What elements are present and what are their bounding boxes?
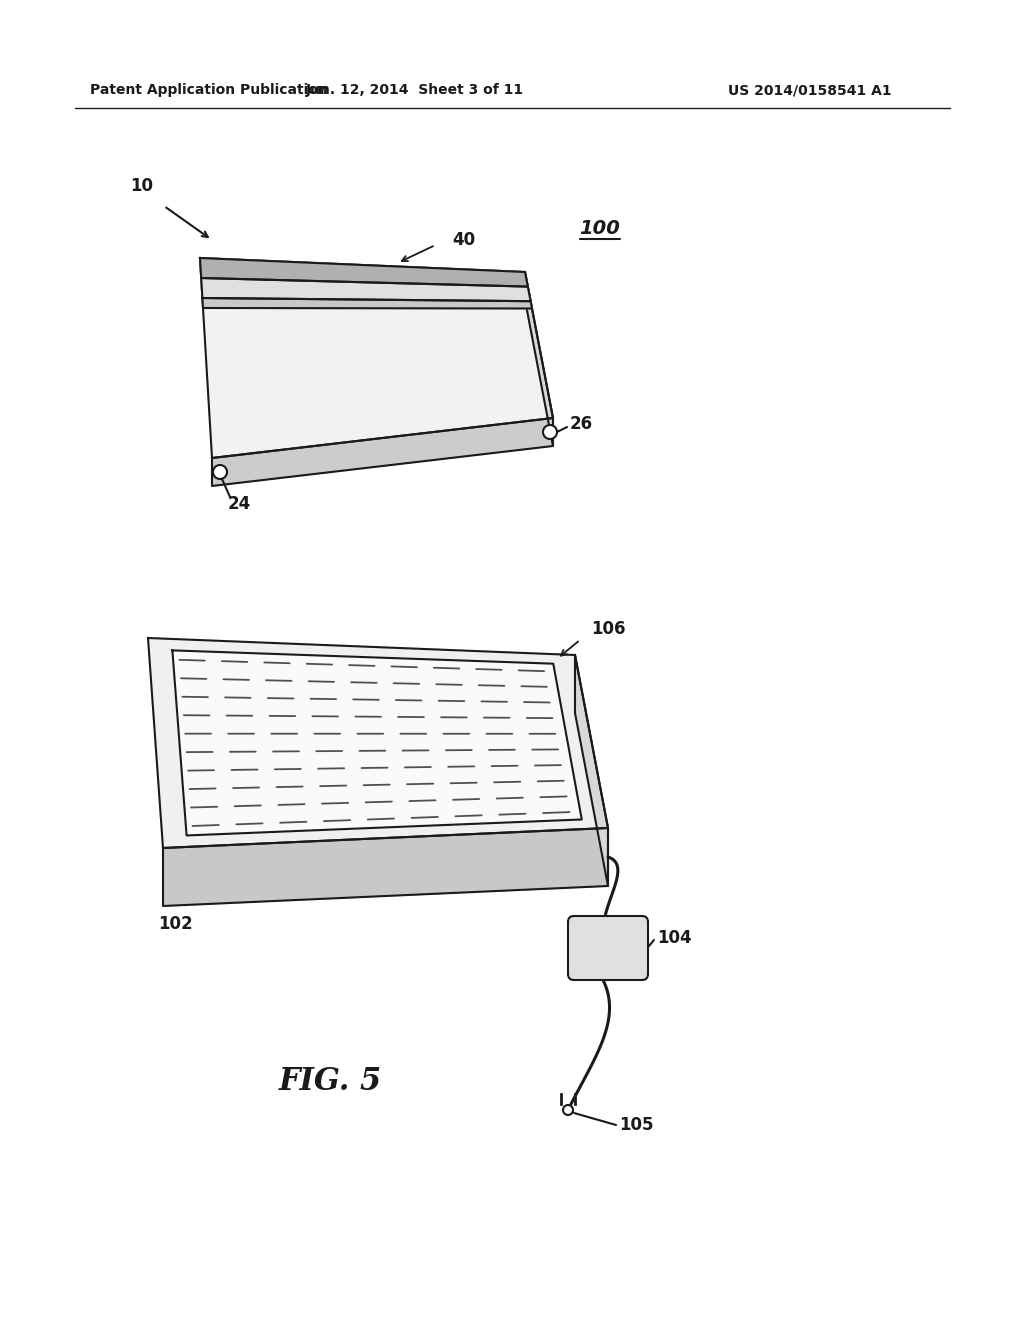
Circle shape — [563, 1105, 573, 1115]
Circle shape — [213, 465, 227, 479]
Polygon shape — [201, 279, 530, 301]
Polygon shape — [525, 272, 553, 446]
Text: 24: 24 — [228, 495, 251, 513]
Text: 106: 106 — [591, 619, 626, 638]
Polygon shape — [203, 298, 532, 309]
Polygon shape — [200, 257, 553, 458]
Polygon shape — [172, 651, 582, 836]
Text: 40: 40 — [453, 231, 475, 249]
Text: 10: 10 — [130, 177, 154, 195]
Text: 100: 100 — [580, 219, 621, 238]
Polygon shape — [575, 655, 608, 886]
Text: FIG. 5: FIG. 5 — [279, 1067, 382, 1097]
Text: 104: 104 — [657, 929, 691, 946]
Polygon shape — [200, 257, 527, 286]
FancyBboxPatch shape — [568, 916, 648, 979]
Polygon shape — [212, 418, 553, 486]
Text: 105: 105 — [618, 1115, 653, 1134]
Text: Jun. 12, 2014  Sheet 3 of 11: Jun. 12, 2014 Sheet 3 of 11 — [306, 83, 524, 96]
Circle shape — [543, 425, 557, 440]
Text: US 2014/0158541 A1: US 2014/0158541 A1 — [728, 83, 892, 96]
Polygon shape — [163, 828, 608, 906]
Text: Patent Application Publication: Patent Application Publication — [90, 83, 328, 96]
Polygon shape — [148, 638, 608, 847]
Text: 102: 102 — [158, 915, 193, 933]
Text: 26: 26 — [570, 414, 593, 433]
